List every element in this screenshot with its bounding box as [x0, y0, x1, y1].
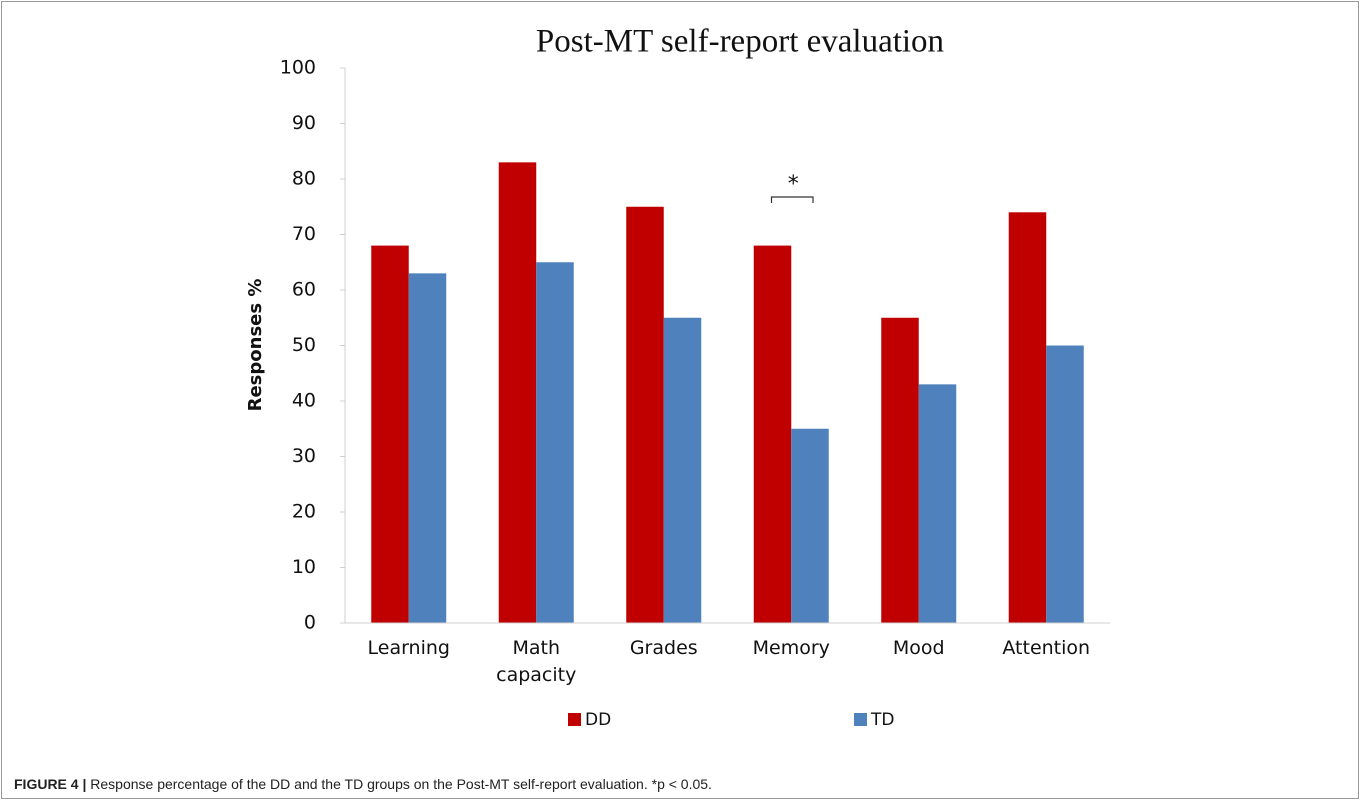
y-tick-label: 90: [292, 112, 316, 134]
bar: [753, 245, 792, 623]
bar: [626, 206, 664, 623]
x-tick-label: Math capacity: [496, 637, 577, 686]
x-tick-label: Mood: [892, 637, 945, 659]
y-tick-label: 50: [292, 334, 316, 356]
chart-title: Post-MT self-report evaluation: [536, 24, 944, 60]
caption: FIGURE 4 | Response percentage of the DD…: [14, 776, 712, 792]
y-tick-label: 60: [292, 279, 316, 301]
bar: [918, 384, 957, 623]
bar: [371, 245, 409, 623]
x-tick-label: Attention: [1002, 637, 1091, 659]
y-tick-label: 70: [292, 223, 316, 245]
legend-label: DD: [585, 710, 611, 730]
bar: [498, 162, 537, 623]
legend-swatch: [568, 713, 581, 726]
y-tick-label: 40: [292, 390, 316, 412]
bar: [536, 262, 574, 623]
x-tick-label: Learning: [367, 637, 451, 659]
bar: [881, 317, 919, 623]
y-tick-label: 30: [292, 445, 316, 467]
x-tick-label: Grades: [629, 637, 698, 659]
bar: [791, 428, 829, 623]
bar: [1008, 212, 1047, 624]
y-tick-label: 20: [292, 501, 316, 523]
bar: [1046, 345, 1084, 623]
y-axis-title: Responses %: [245, 279, 266, 412]
significance-bracket: [770, 196, 814, 203]
y-tick-label: 80: [292, 168, 316, 190]
caption-label: FIGURE 4 |: [14, 776, 87, 792]
y-tick-label: 10: [292, 556, 316, 578]
bar: [663, 317, 702, 623]
legend-label: TD: [870, 710, 894, 730]
caption-text: Response percentage of the DD and the TD…: [90, 776, 712, 792]
x-tick-label: Memory: [752, 637, 830, 659]
annotation: *: [788, 172, 799, 197]
y-tick-label: 0: [304, 612, 316, 634]
bar: [408, 273, 447, 623]
y-tick-label: 100: [280, 57, 316, 79]
legend-swatch: [854, 713, 867, 726]
